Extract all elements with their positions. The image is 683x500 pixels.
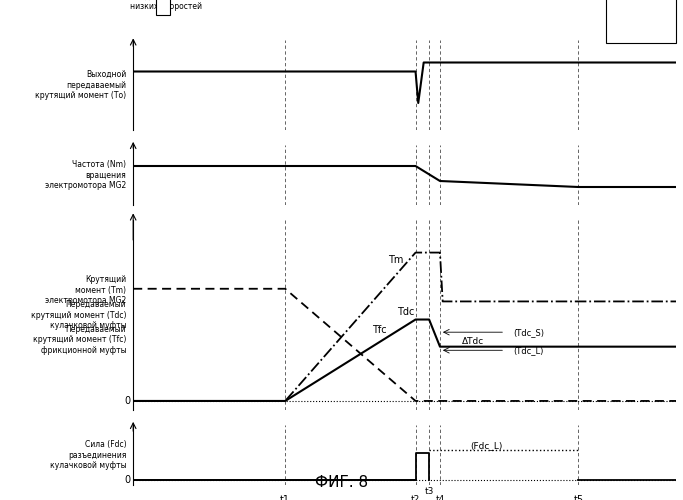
Text: Частота (Nm)
вращения
электромотора MG2: Частота (Nm) вращения электромотора MG2	[45, 160, 126, 190]
Text: ΔTdc: ΔTdc	[462, 336, 484, 345]
Text: t3: t3	[424, 488, 434, 496]
Text: (Tdc_L): (Tdc_L)	[514, 346, 544, 355]
Text: Передаваемый
крутящий момент (Tfc)
фрикционной муфты: Передаваемый крутящий момент (Tfc) фрикц…	[33, 325, 126, 355]
Text: 0: 0	[124, 396, 130, 406]
Text: t5: t5	[573, 495, 583, 500]
Text: Выходной
передаваемый
крутящий момент (То): Выходной передаваемый крутящий момент (Т…	[36, 70, 126, 100]
Text: Передаваемый
крутящий момент (Tdc)
кулачковой муфты: Передаваемый крутящий момент (Tdc) кулач…	[31, 300, 126, 330]
Text: (Fdc_L): (Fdc_L)	[470, 440, 502, 450]
Text: Состояние
выбора
диапазона
высоких
частот
вращения: Состояние выбора диапазона высоких часто…	[617, 0, 661, 36]
Text: t4: t4	[435, 495, 445, 500]
Text: Tfc: Tfc	[372, 325, 387, 335]
Text: (Tdc_S): (Tdc_S)	[514, 328, 544, 336]
Text: t1: t1	[280, 495, 290, 500]
Text: Крутящий
момент (Tm)
электромотора MG2: Крутящий момент (Tm) электромотора MG2	[45, 275, 126, 305]
Text: Состояние
выбора
диапазона
низких скоростей: Состояние выбора диапазона низких скорос…	[130, 0, 202, 11]
Text: Tdc: Tdc	[397, 307, 414, 317]
Text: 0: 0	[124, 474, 130, 484]
Text: t2: t2	[411, 495, 420, 500]
Text: ФИГ. 8: ФИГ. 8	[315, 475, 368, 490]
Text: Сила (Fdc)
разъединения
кулачковой муфты: Сила (Fdc) разъединения кулачковой муфты	[50, 440, 126, 470]
Text: Tm: Tm	[389, 255, 404, 265]
